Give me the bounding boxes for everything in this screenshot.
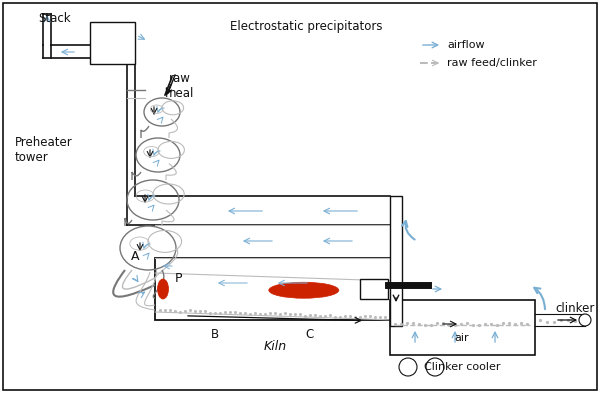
Ellipse shape: [157, 279, 169, 299]
Ellipse shape: [269, 282, 339, 298]
Bar: [90, 22, 135, 64]
Text: C: C: [306, 327, 314, 340]
Circle shape: [426, 358, 444, 376]
Bar: [390, 196, 402, 326]
Text: raw feed/clinker: raw feed/clinker: [447, 58, 537, 68]
Text: P: P: [175, 272, 182, 285]
Text: airflow: airflow: [447, 40, 485, 50]
Text: air: air: [455, 333, 469, 343]
Bar: [390, 300, 535, 355]
Text: Stack: Stack: [38, 12, 71, 25]
Text: A: A: [131, 250, 139, 263]
Text: Clinker cooler: Clinker cooler: [424, 362, 500, 372]
Text: Electrostatic precipitators: Electrostatic precipitators: [230, 20, 383, 33]
Bar: [360, 279, 388, 299]
Text: raw
meal: raw meal: [166, 72, 194, 100]
Text: B: B: [211, 327, 219, 340]
Bar: [155, 258, 395, 320]
Text: Preheater
tower: Preheater tower: [15, 136, 73, 164]
Text: Kiln: Kiln: [263, 340, 287, 353]
Circle shape: [579, 314, 591, 326]
Circle shape: [399, 358, 417, 376]
Text: clinker: clinker: [556, 301, 595, 314]
